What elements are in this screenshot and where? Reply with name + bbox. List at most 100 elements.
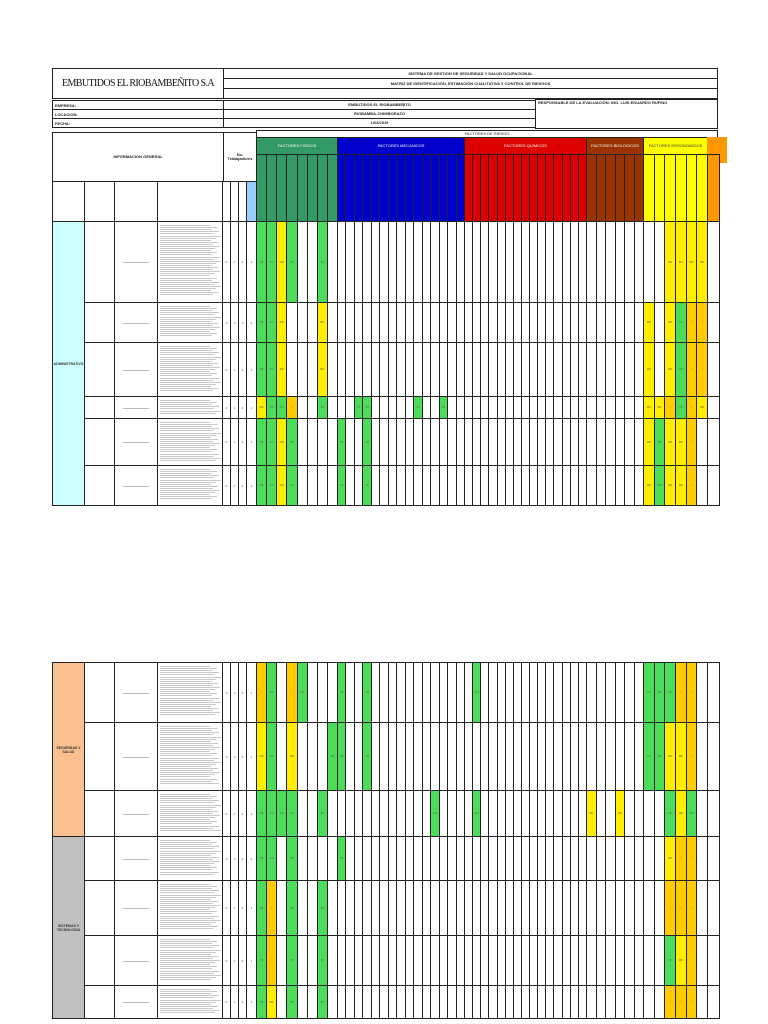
activity-text-line [160,840,210,841]
activity-text-line [160,492,215,494]
activity-text-line [160,422,210,423]
activity-text-line [160,848,214,850]
activity-text-line [160,290,211,292]
activity-text-line [160,941,217,943]
process-name [114,662,158,723]
activity-text-line [160,945,219,947]
activity-text-line [160,909,210,911]
activity-text-line [160,388,218,389]
empty-cell [707,418,720,466]
process-text [123,485,149,487]
activity-text-line [160,235,221,237]
subprocess-cell [84,935,115,986]
activity-text-line [160,919,221,921]
activity-text-line [160,856,218,858]
activity-text-line [160,972,214,974]
factor-group-header: FACTORES FISICOS [256,137,338,155]
process-name [114,396,158,419]
activity-text-line [160,496,217,498]
activity-text-line [160,275,210,277]
activity-text-line [160,331,210,333]
activity-text-line [160,479,221,481]
activity-text-line [160,248,215,250]
activity-text-line [160,892,214,894]
activity-text-line [160,753,217,755]
activity-text-line [160,256,219,258]
activity-text-line [160,666,210,667]
factor-group-header: FACTORES MECANICOS [337,137,465,155]
activity-text-line [160,705,211,707]
activity-text-line [160,352,219,354]
subprocess-cell [84,790,115,837]
activity-text-line [160,283,214,285]
activity-text-line [160,406,219,408]
process-text [123,407,149,409]
activity-text-line [160,900,218,902]
activity-text-line [160,907,215,909]
activity-text-line [160,457,221,459]
activity-text-line [160,1012,215,1014]
activity-text-line [160,774,215,776]
activity-text-line [160,763,216,765]
activity-text-line [160,886,217,888]
activity-text-line [160,364,213,366]
activity-text-line [160,978,211,980]
empty-cell [707,465,720,506]
process-name [114,302,158,343]
activity-text-line [160,333,217,335]
factor-group-header: FACTORES ERGONOMICOS [643,137,708,155]
empty-cell [707,722,720,791]
activity-text-line [160,432,221,434]
activity-text-line [160,770,213,772]
fecha-label: FECHA: [52,118,224,128]
activity-text-line [160,312,219,314]
activity-text-line [160,471,217,473]
process-text [123,692,149,694]
activity-text-line [160,819,210,821]
activity-text-line [160,318,216,320]
activity-text-line [160,810,218,812]
activity-text-line [160,383,216,385]
activity-text-line [160,237,216,239]
activity-text-line [160,670,212,672]
activity-text-line [160,772,220,774]
activity-text-line [160,481,216,483]
activity-text-line [160,962,215,964]
activity-text-line [160,888,212,890]
activity-text-line [160,701,221,703]
activity-text-line [160,485,218,487]
activity-text-line [160,260,221,262]
activity-text-line [160,999,221,1001]
activity-text-line [160,869,212,871]
activity-text-line [160,796,217,798]
activities-cell [157,465,223,506]
activity-text-line [160,871,219,873]
empty-cell [707,935,720,986]
activity-text-line [160,852,216,854]
activity-text-line [160,732,219,734]
activity-text-line [160,742,218,744]
activity-text-line [160,964,210,966]
activities-cell [157,985,223,1019]
process-text [123,322,149,324]
activity-text-line [160,749,215,751]
activity-text-line [160,680,211,682]
empty-cell [707,342,720,397]
activity-text-line [160,993,212,995]
activity-text-line [160,356,221,358]
activity-text-line [160,430,214,432]
activity-text-line [160,402,217,404]
activity-text-line [160,949,221,951]
activity-text-line [160,759,214,761]
activity-text-line [160,362,218,364]
responsable: RESPONSABLE DE LA EVALUACIÓN: ING. LUIS … [535,99,718,129]
activity-text-line [160,408,214,410]
process-name [114,985,158,1019]
activity-text-line [160,239,211,241]
activity-text-line [160,804,221,806]
subprocess-cell [84,342,115,397]
activity-text-line [160,294,213,296]
activity-text-line [160,252,217,254]
activities-cell [157,790,223,837]
activity-text-line [160,254,212,256]
